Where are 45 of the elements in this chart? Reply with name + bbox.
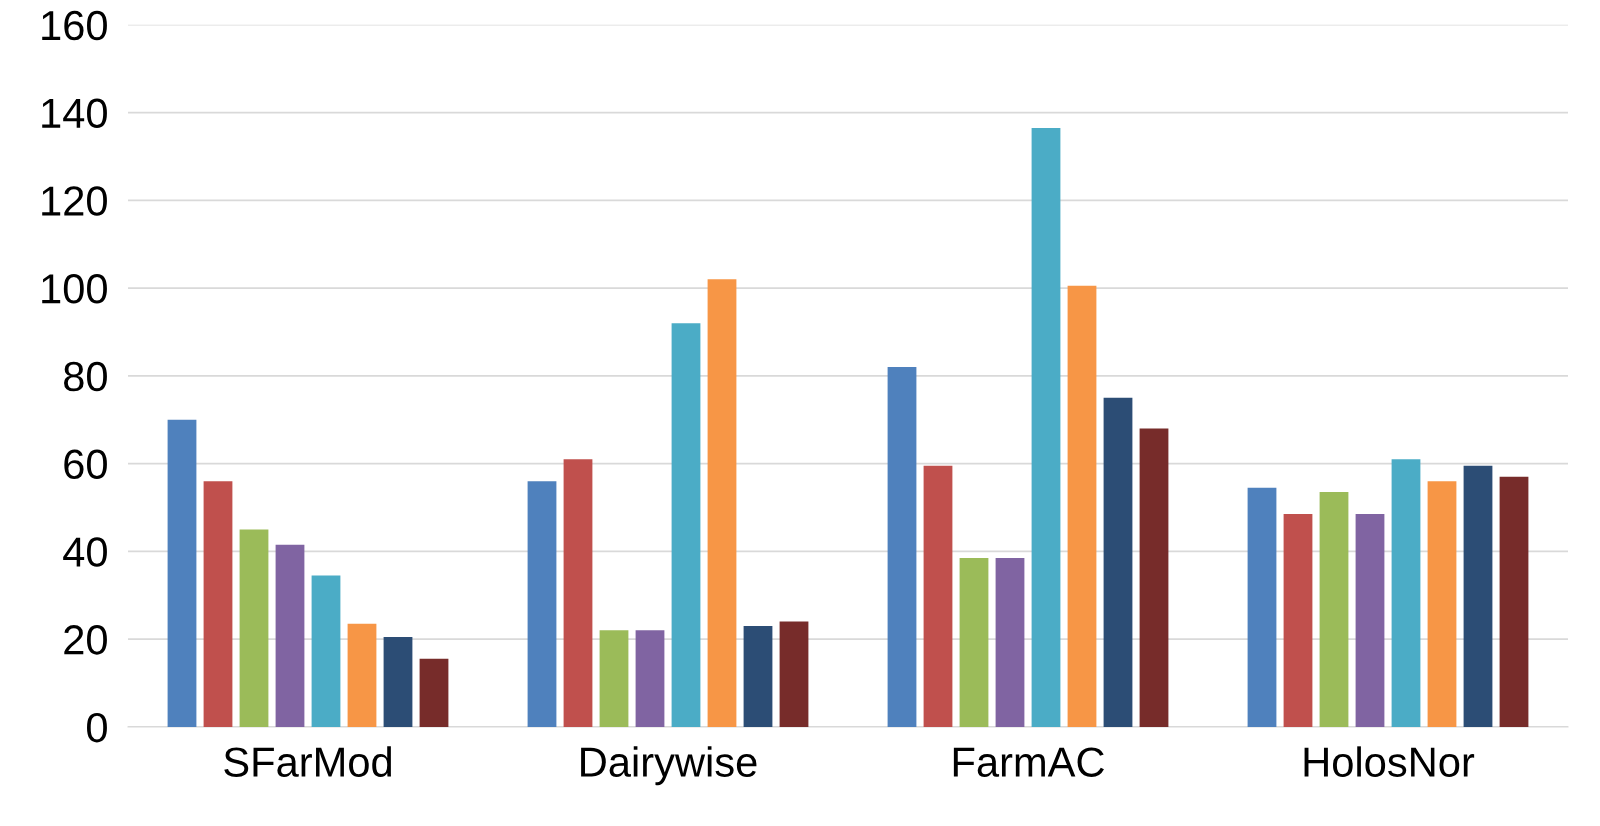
y-tick-label: 120 [42,186,107,216]
bar [1031,127,1061,727]
bar [1427,481,1457,727]
bar [1355,514,1385,727]
y-tick-label: 0 [87,712,107,743]
bar [1391,459,1421,727]
bar [239,529,269,727]
bar [167,419,197,727]
bar [995,557,1025,727]
y-tick-label: 20 [64,625,107,655]
bar [743,625,773,727]
bar [1499,476,1529,727]
bar [1067,285,1097,727]
bar [347,623,377,727]
bar [1247,487,1277,727]
bar [383,636,413,727]
y-tick-label: 60 [64,449,107,480]
bar [1463,465,1493,727]
bar [203,481,233,727]
bar [671,323,701,727]
bar [527,481,557,727]
bar [635,630,665,727]
bar [599,630,629,727]
y-tick-label: 100 [42,274,107,304]
bar [779,621,809,727]
bar [563,459,593,727]
bar [1319,492,1349,727]
bar [1103,397,1133,727]
bar [959,557,989,727]
bar [923,465,953,727]
x-tick-label: HolosNor [1304,746,1475,777]
y-tick-label: 160 [42,10,107,41]
bar [1283,514,1313,727]
bar [707,279,737,727]
y-tick-label: 80 [64,361,107,392]
bar [1139,428,1169,727]
bar [887,367,917,727]
bar [419,658,449,727]
x-tick-label: FarmAC [953,747,1104,777]
y-tick-label: 40 [63,537,107,567]
bar [311,575,341,727]
x-tick-label: SFarMod [224,746,391,777]
y-tick-label: 140 [42,98,107,129]
x-tick-label: Dairywise [581,746,757,786]
bar [275,544,305,727]
